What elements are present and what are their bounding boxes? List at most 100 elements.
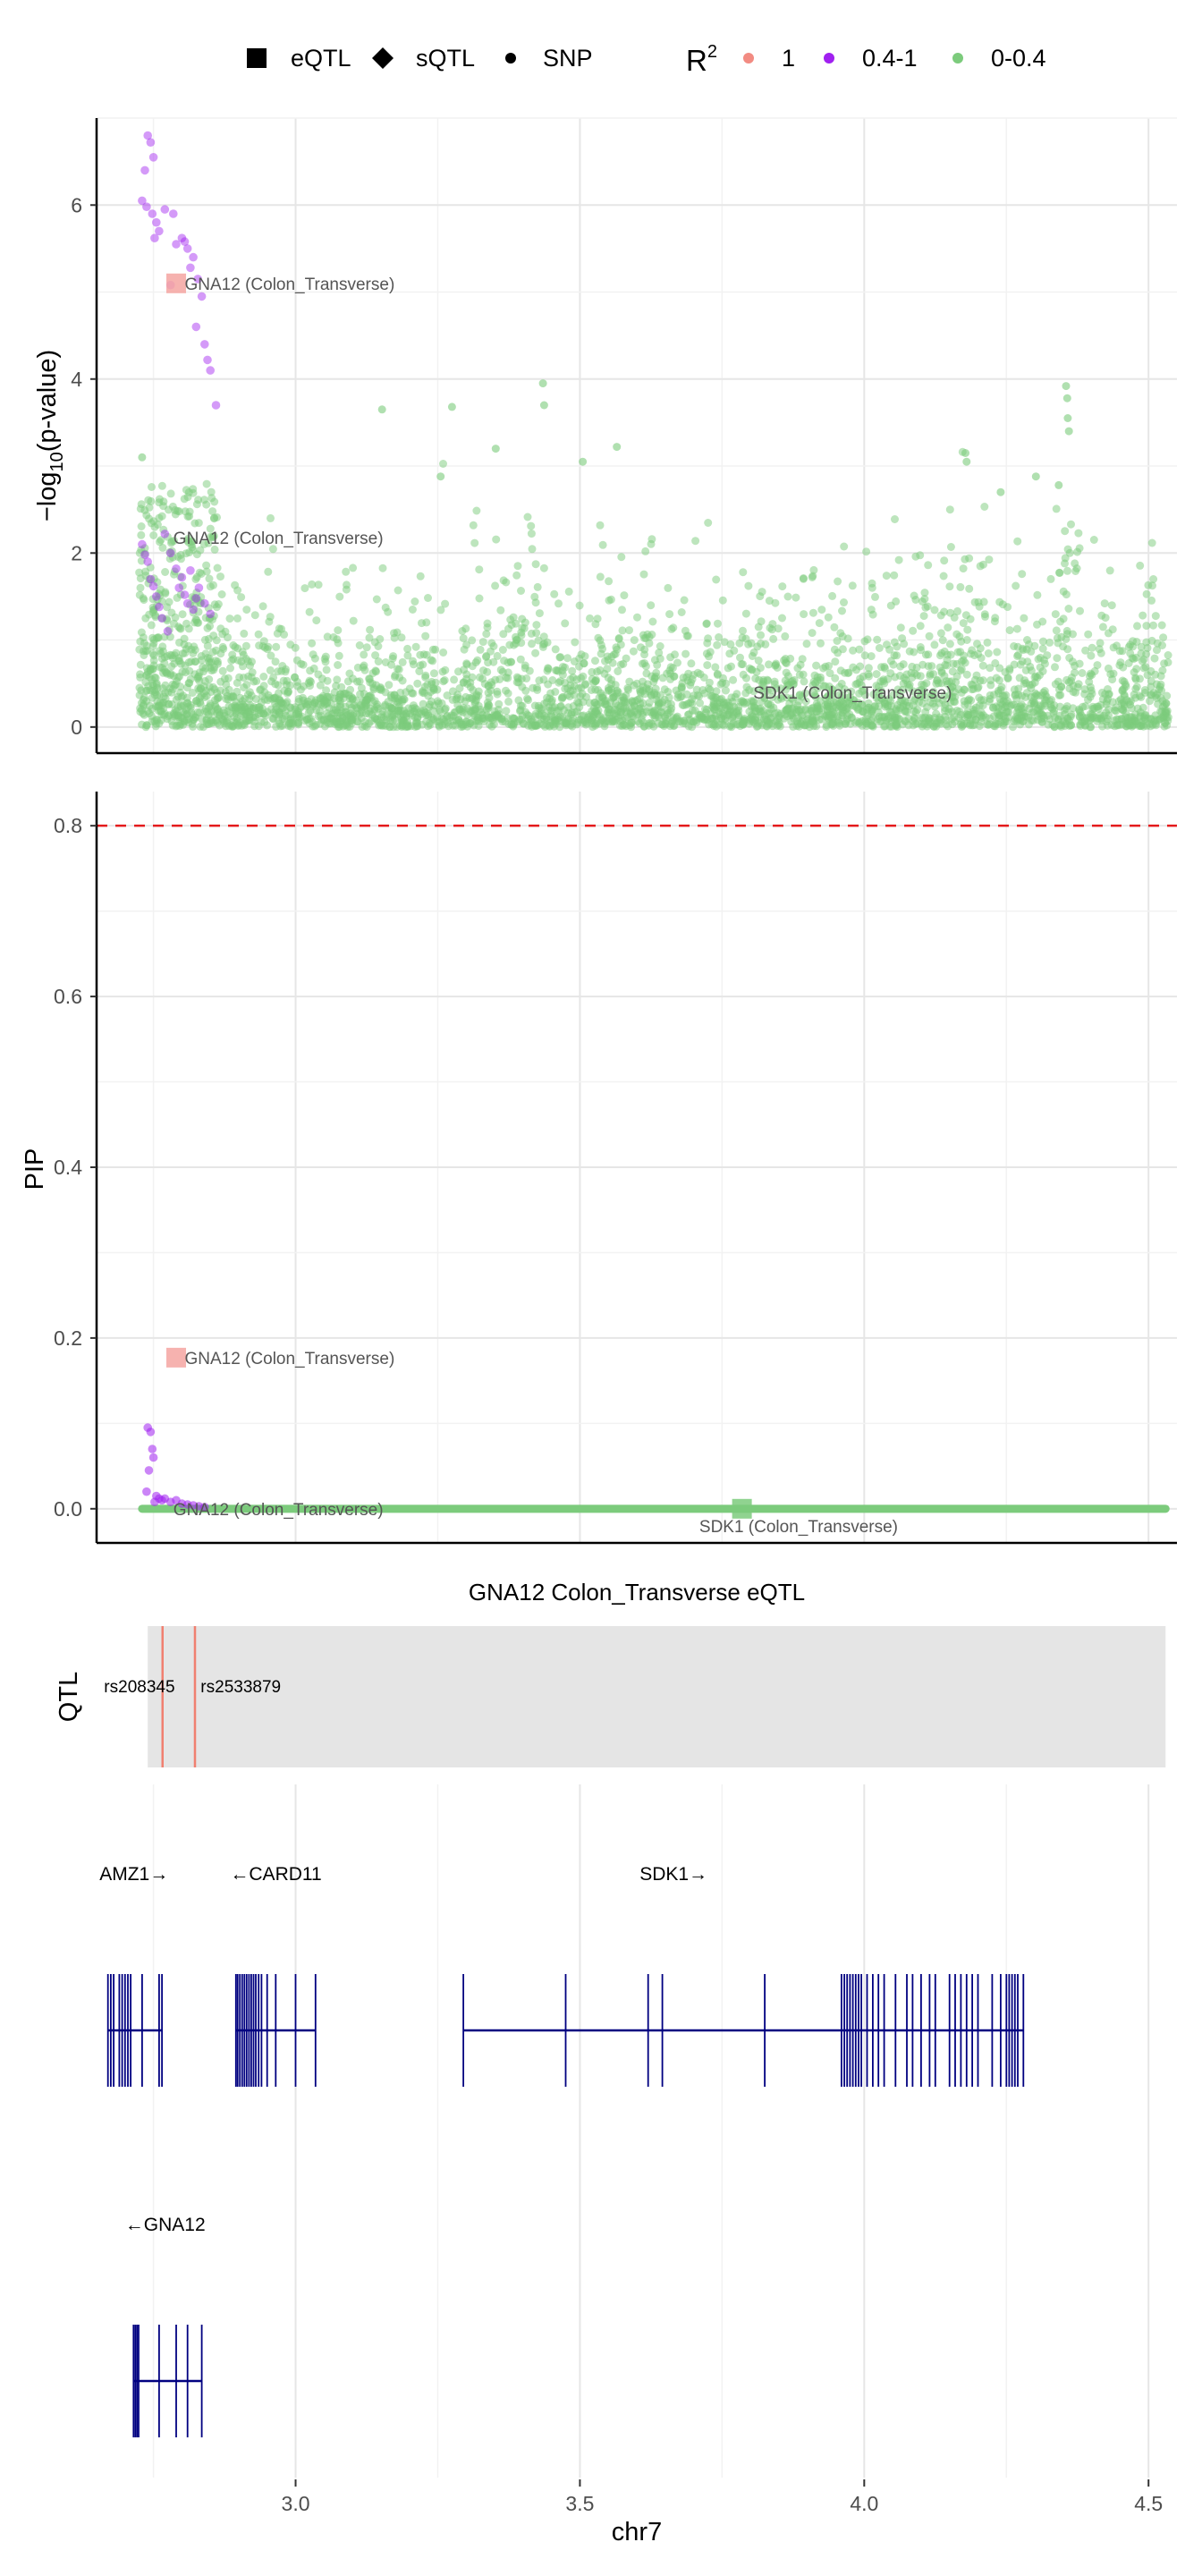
association-low-ld-point: [1046, 574, 1055, 583]
association-low-ld-point: [1041, 701, 1050, 710]
association-low-ld-point: [166, 489, 175, 498]
association-low-ld-point: [203, 641, 212, 650]
association-low-ld-point: [421, 673, 430, 682]
association-low-ld-point: [836, 629, 845, 638]
association-low-ld-point: [394, 707, 402, 716]
association-low-ld-point: [206, 622, 215, 631]
association-low-ld-point: [1133, 704, 1142, 713]
association-high-ld-point: [148, 581, 158, 591]
association-low-ld-point: [224, 674, 233, 682]
association-low-ld-point: [305, 607, 314, 616]
association-low-ld-point: [491, 581, 500, 590]
association-low-ld-point: [548, 720, 557, 729]
association-low-ld-point: [570, 691, 579, 699]
association-low-ld-point: [542, 698, 551, 707]
association-low-ld-point: [992, 674, 1001, 682]
association-low-ld-point: [916, 672, 925, 681]
association-low-ld-point: [1052, 504, 1061, 513]
association-low-ld-point: [728, 698, 737, 706]
association-low-ld-point: [312, 616, 321, 625]
fine-mapping-point-label: GNA12 (Colon_Transverse): [185, 1350, 395, 1368]
association-low-ld-point: [165, 597, 174, 606]
association-low-ld-point: [281, 667, 290, 676]
association-low-ld-point: [884, 674, 893, 683]
association-low-ld-point: [411, 719, 420, 728]
association-low-ld-point: [1051, 663, 1059, 672]
association-low-ld-point: [1157, 686, 1166, 695]
association-low-ld-point: [240, 683, 249, 692]
association-low-ld-point: [554, 599, 563, 608]
legend-eqtl-square: [247, 48, 267, 68]
association-low-ld-point: [291, 703, 300, 712]
association-low-ld-point: [174, 703, 182, 712]
association-low-ld-point: [1078, 669, 1087, 677]
association-low-ld-point: [551, 645, 560, 654]
association-low-ld-point: [264, 691, 273, 699]
association-low-ld-point: [441, 665, 450, 674]
association-low-ld-point: [321, 652, 330, 661]
association-low-ld-point: [1040, 714, 1048, 723]
association-low-ld-point: [528, 545, 537, 554]
association-low-ld-point: [603, 665, 612, 674]
association-low-ld-point: [604, 686, 613, 695]
association-low-ld-point: [497, 715, 506, 724]
association-high-ld-point: [206, 609, 215, 619]
association-low-ld-point: [864, 664, 873, 673]
association-low-ld-point: [1107, 601, 1116, 610]
association-low-ld-point: [808, 716, 817, 724]
fine-mapping-high-ld-point: [142, 1487, 151, 1496]
association-low-ld-point: [468, 673, 477, 682]
association-low-ld-point: [580, 718, 589, 726]
association-low-ld-point: [696, 699, 704, 708]
association-low-ld-point: [737, 660, 746, 669]
association-high-ld-points: [138, 131, 221, 636]
association-low-ld-point: [1063, 566, 1071, 575]
association-low-ld-point: [1040, 659, 1049, 668]
association-low-ld-point: [260, 643, 269, 652]
association-low-ld-point: [140, 651, 148, 659]
association-low-ld-point: [254, 630, 263, 639]
association-low-ld-point: [713, 640, 722, 649]
association-low-ld-point: [791, 593, 800, 602]
association-low-ld-point: [978, 676, 987, 685]
association-high-ld-point: [211, 401, 221, 410]
association-low-ld-point: [856, 662, 865, 671]
association-high-ld-point: [186, 566, 195, 575]
association-low-ld-point: [429, 669, 438, 678]
association-low-ld-point: [180, 640, 189, 648]
association-low-ld-point: [729, 718, 738, 727]
association-low-ld-point: [362, 643, 371, 652]
association-low-ld-point: [579, 672, 588, 681]
association-low-ld-point: [482, 630, 491, 639]
association-low-ld-point: [180, 495, 189, 504]
association-low-ld-point: [472, 506, 481, 515]
association-low-ld-point: [965, 554, 974, 563]
association-low-ld-point: [690, 691, 698, 700]
association-low-ld-point: [591, 677, 600, 686]
association-low-ld-point: [233, 586, 242, 595]
association-low-ld-point: [720, 638, 729, 647]
association-low-ld-point: [1095, 645, 1104, 654]
association-low-ld-point: [860, 651, 869, 660]
association-low-ld-point: [629, 647, 638, 656]
association-low-ld-point: [228, 692, 237, 701]
association-low-ld-point: [760, 693, 769, 702]
association-low-ld-point: [940, 607, 949, 616]
association-low-ld-point: [484, 689, 493, 698]
association-low-ld-point: [387, 660, 395, 669]
association-low-ld-point: [202, 479, 211, 488]
association-low-ld-point: [267, 651, 275, 660]
association-low-ld-point: [778, 614, 786, 623]
association-low-ld-point: [681, 649, 690, 658]
association-low-ld-point: [455, 684, 464, 692]
association-low-ld-point: [167, 538, 175, 547]
association-low-ld-point: [380, 702, 389, 711]
association-low-ld-point: [988, 703, 997, 712]
association-low-ld-point: [297, 702, 306, 711]
association-low-ld-point: [832, 698, 841, 707]
association-low-ld-point: [716, 680, 725, 689]
association-low-ld-point: [308, 639, 317, 648]
association-low-ld-point: [1125, 721, 1134, 730]
association-low-ld-point: [370, 714, 379, 723]
association-low-ld-point: [188, 689, 197, 697]
